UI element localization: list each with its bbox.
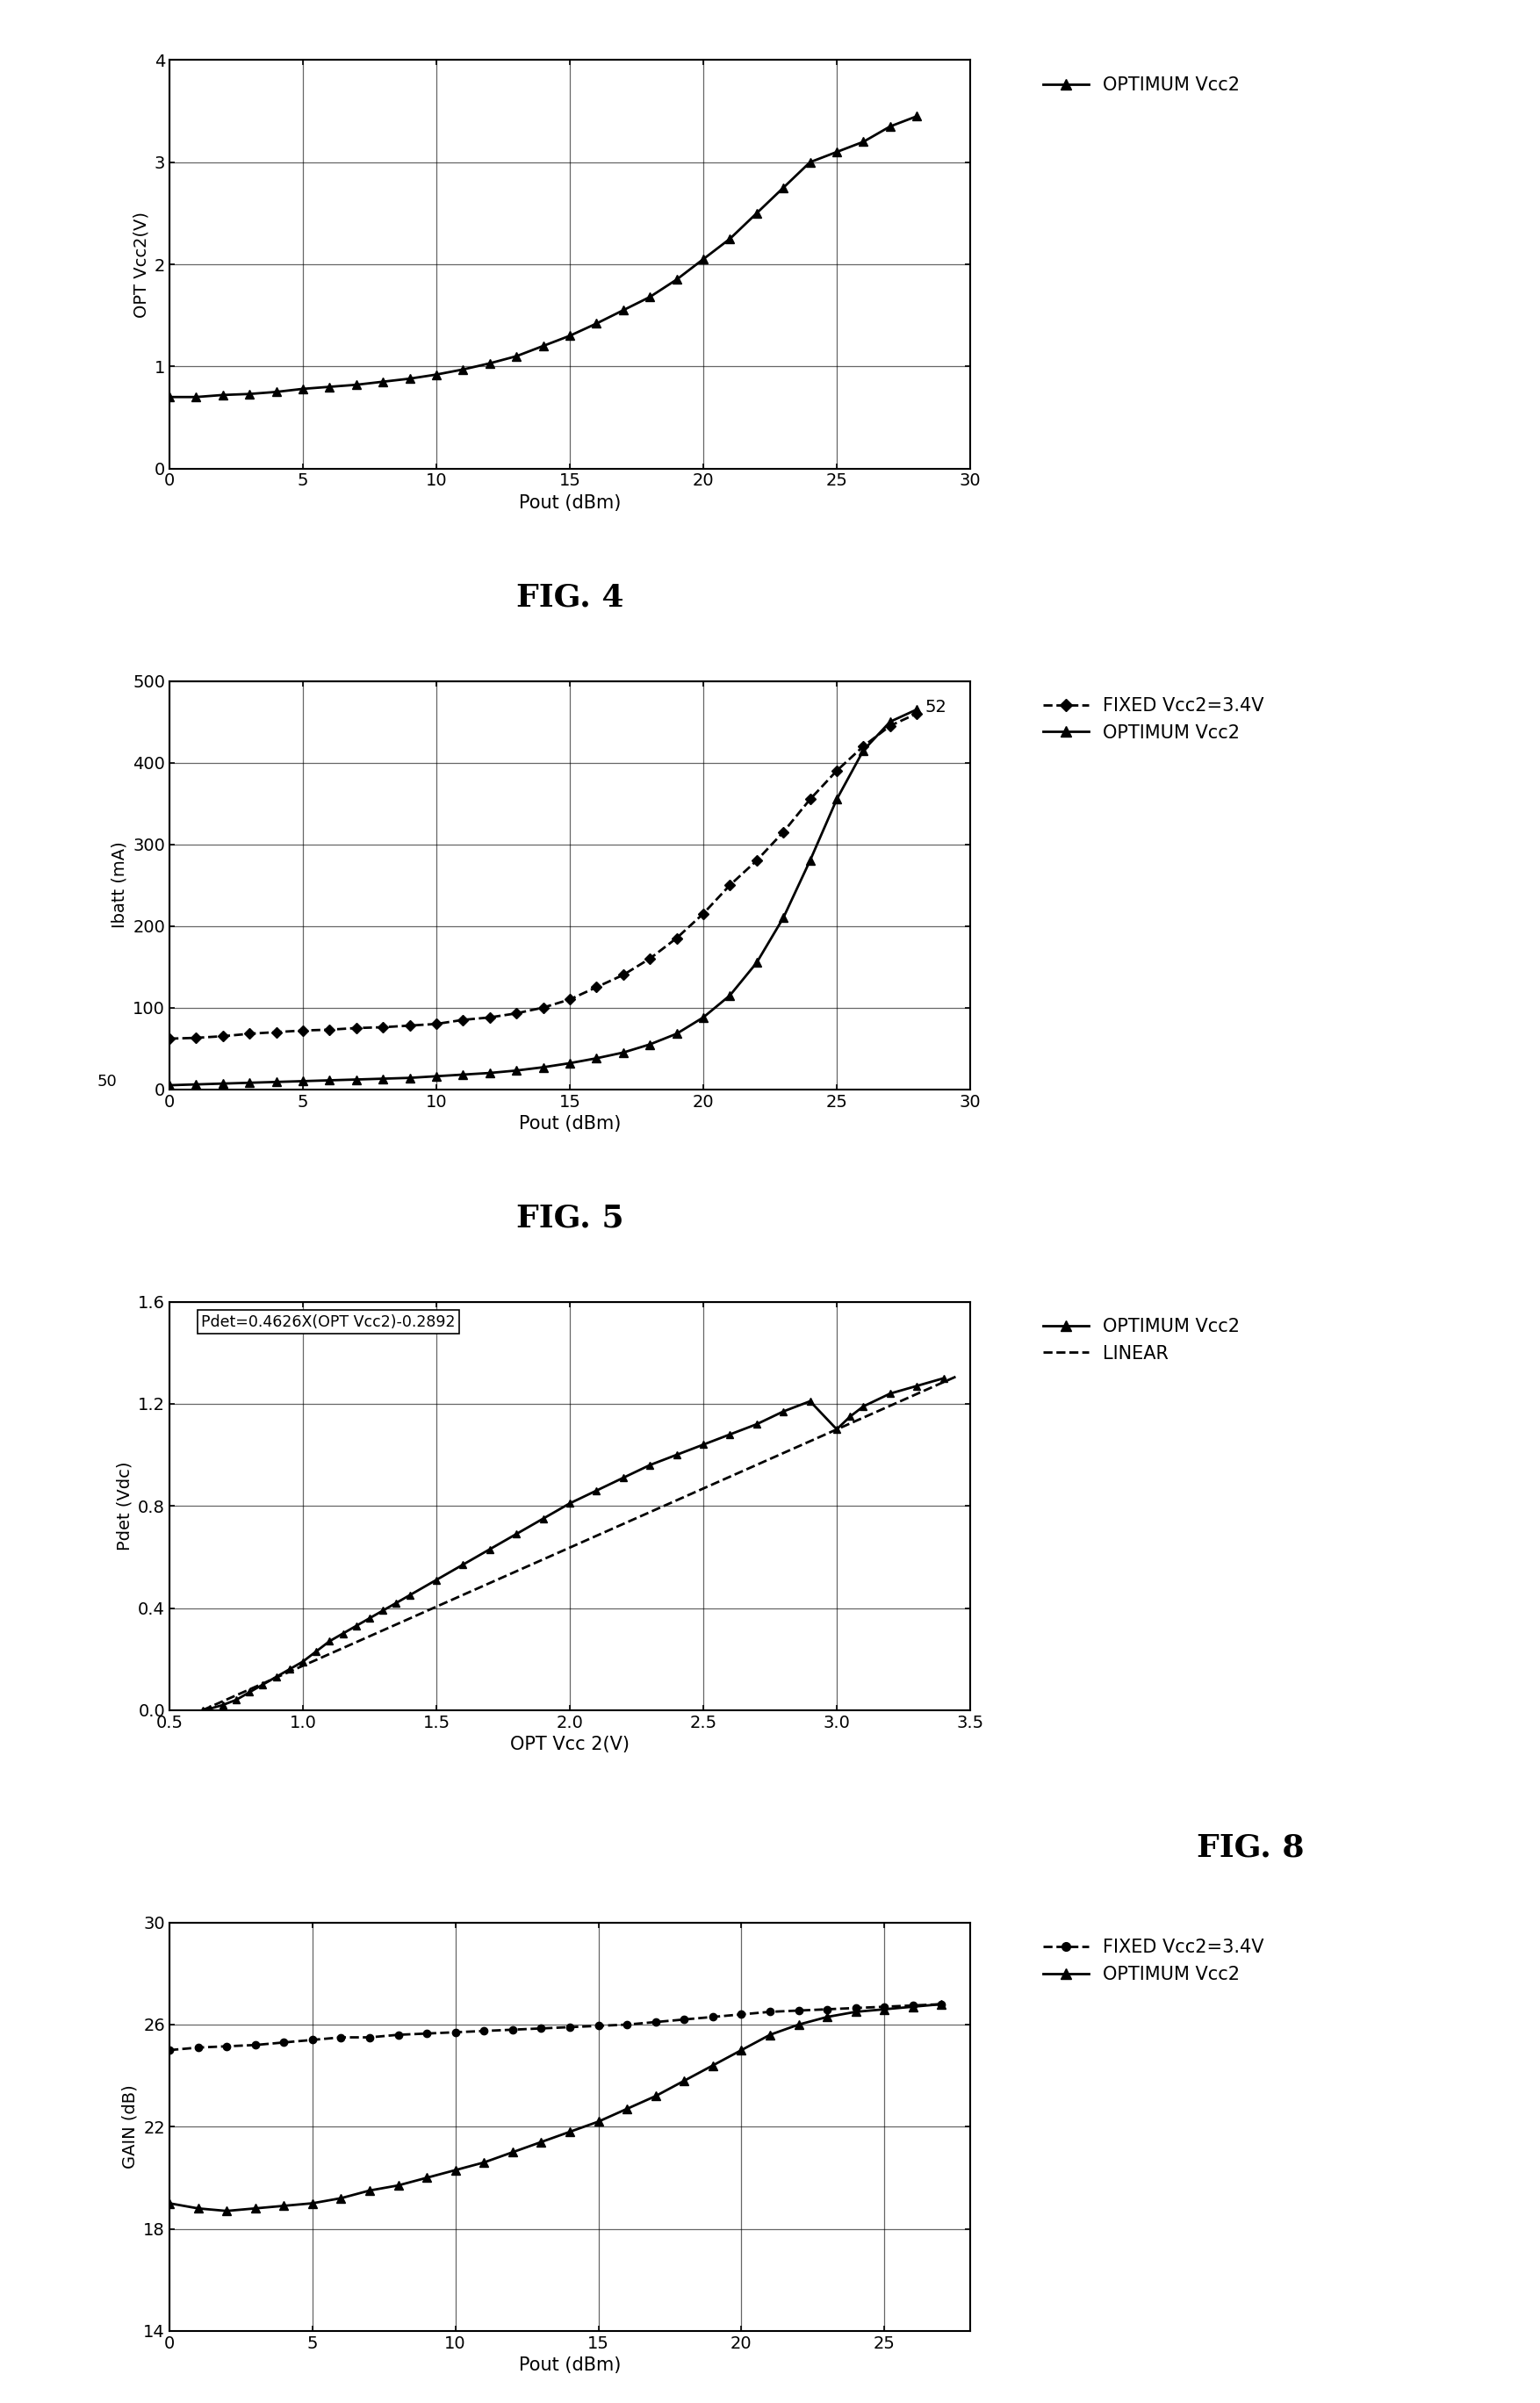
Legend: FIXED Vcc2=3.4V, OPTIMUM Vcc2: FIXED Vcc2=3.4V, OPTIMUM Vcc2 <box>1035 690 1272 750</box>
Legend: FIXED Vcc2=3.4V, OPTIMUM Vcc2: FIXED Vcc2=3.4V, OPTIMUM Vcc2 <box>1035 1932 1272 1990</box>
Text: FIG. 5: FIG. 5 <box>516 1204 624 1233</box>
X-axis label: Pout (dBm): Pout (dBm) <box>519 2357 621 2374</box>
Y-axis label: OPT Vcc2(V): OPT Vcc2(V) <box>132 211 149 317</box>
Legend: OPTIMUM Vcc2: OPTIMUM Vcc2 <box>1035 70 1247 101</box>
Y-axis label: GAIN (dB): GAIN (dB) <box>122 2086 139 2170</box>
Text: 50: 50 <box>97 1074 117 1089</box>
Text: FIG. 8: FIG. 8 <box>1197 1833 1304 1862</box>
Text: Pdet=0.4626X(OPT Vcc2)-0.2892: Pdet=0.4626X(OPT Vcc2)-0.2892 <box>202 1314 456 1329</box>
Text: FIG. 4: FIG. 4 <box>516 584 624 613</box>
X-axis label: OPT Vcc 2(V): OPT Vcc 2(V) <box>510 1735 630 1754</box>
X-axis label: Pout (dBm): Pout (dBm) <box>519 495 621 512</box>
Legend: OPTIMUM Vcc2, LINEAR: OPTIMUM Vcc2, LINEAR <box>1035 1310 1247 1370</box>
Text: 52: 52 <box>926 699 947 716</box>
Y-axis label: Pdet (Vdc): Pdet (Vdc) <box>117 1461 132 1550</box>
Y-axis label: Ibatt (mA): Ibatt (mA) <box>111 841 128 928</box>
X-axis label: Pout (dBm): Pout (dBm) <box>519 1115 621 1132</box>
